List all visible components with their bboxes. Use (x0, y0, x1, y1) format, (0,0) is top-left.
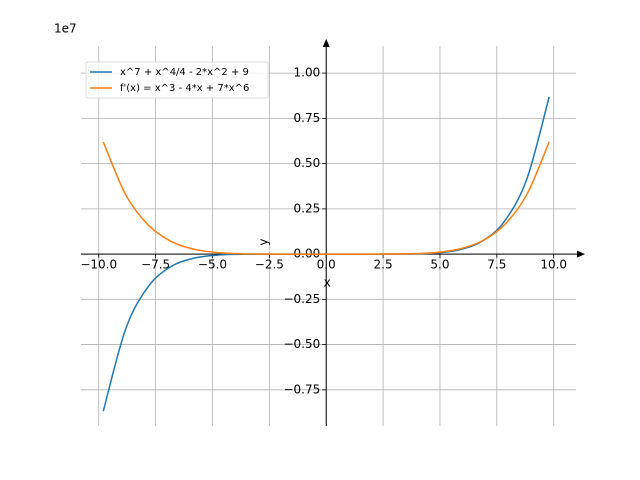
x-tick-label: −7.5 (141, 258, 170, 272)
x-tick-label: 2.5 (374, 258, 393, 272)
y-tick-label: 0.75 (294, 111, 321, 125)
x-tick-label: −5.0 (198, 258, 227, 272)
y-tick-label: −0.75 (283, 382, 320, 396)
y-tick-label: 0.25 (294, 201, 321, 215)
x-tick-label: 7.5 (487, 258, 506, 272)
x-tick-label: 10.0 (540, 258, 567, 272)
x-tick-label: −2.5 (255, 258, 284, 272)
x-tick-label: −10.0 (80, 258, 117, 272)
legend-label: x^7 + x^4/4 - 2*x^2 + 9 (120, 67, 249, 78)
x-tick-label: 5.0 (430, 258, 449, 272)
y-axis-arrow (322, 39, 330, 47)
y-axis-label: y (257, 239, 271, 246)
line-series (102, 141, 550, 255)
legend-box (85, 61, 269, 99)
y-tick-label: 0.50 (294, 156, 321, 170)
y-tick-label: 1.00 (294, 66, 321, 80)
offset-label: 1e7 (54, 22, 77, 36)
x-axis-label: x (324, 276, 331, 290)
y-tick-label: −0.50 (283, 337, 320, 351)
x-axis-arrow (577, 250, 585, 258)
y-tick-label: −0.25 (283, 292, 320, 306)
legend-label: f'(x) = x^3 - 4*x + 7*x^6 (120, 83, 249, 94)
